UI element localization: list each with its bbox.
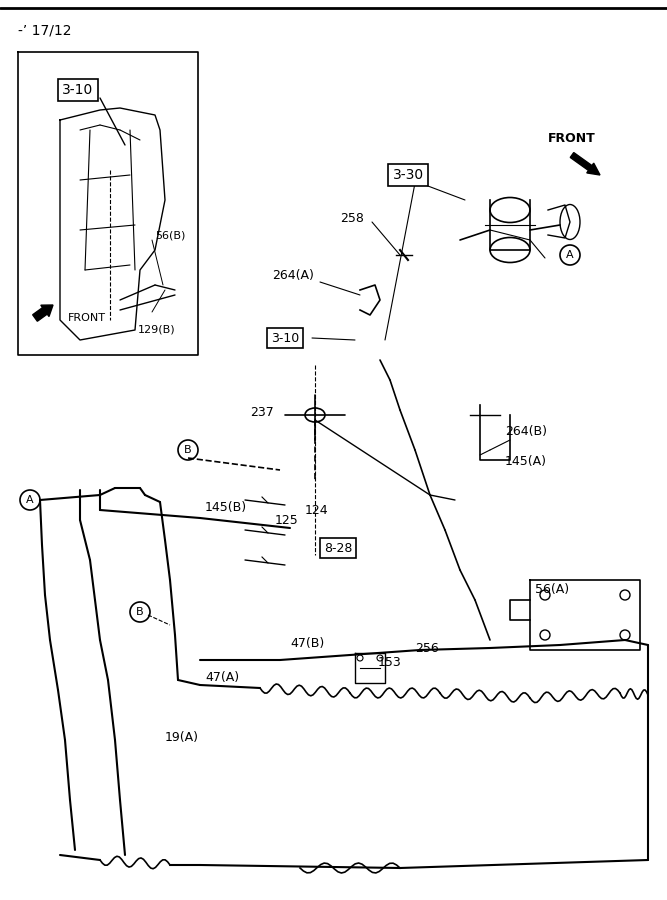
- Text: 264(A): 264(A): [272, 268, 314, 282]
- Text: 124: 124: [305, 503, 329, 517]
- Text: FRONT: FRONT: [548, 131, 596, 145]
- Text: A: A: [26, 495, 34, 505]
- Text: FRONT: FRONT: [68, 313, 106, 323]
- Text: B: B: [136, 607, 144, 617]
- Text: 56(A): 56(A): [535, 583, 569, 597]
- Text: 47(B): 47(B): [290, 636, 324, 650]
- Text: 3-30: 3-30: [392, 168, 424, 182]
- Text: 8-28: 8-28: [323, 542, 352, 554]
- Text: 129(B): 129(B): [138, 325, 175, 335]
- Circle shape: [307, 407, 323, 423]
- Text: 19(A): 19(A): [165, 732, 199, 744]
- Text: 237: 237: [250, 407, 273, 419]
- Text: 145(B): 145(B): [205, 501, 247, 515]
- Text: 3-10: 3-10: [63, 83, 93, 97]
- Text: 3-10: 3-10: [271, 331, 299, 345]
- Text: 256: 256: [415, 642, 439, 654]
- Text: B: B: [184, 445, 192, 455]
- Circle shape: [620, 630, 630, 640]
- FancyArrow shape: [570, 153, 600, 175]
- Text: A: A: [566, 250, 574, 260]
- Text: 258: 258: [340, 212, 364, 224]
- Text: 264(B): 264(B): [505, 426, 547, 438]
- Text: 145(A): 145(A): [505, 455, 547, 469]
- Text: 125: 125: [275, 514, 299, 526]
- FancyArrow shape: [33, 305, 53, 321]
- Text: 153: 153: [378, 656, 402, 670]
- Circle shape: [540, 590, 550, 600]
- Text: 56(B): 56(B): [155, 230, 185, 240]
- Circle shape: [540, 630, 550, 640]
- Circle shape: [620, 590, 630, 600]
- Text: -’ 17/12: -’ 17/12: [18, 23, 71, 37]
- Text: 47(A): 47(A): [205, 671, 239, 685]
